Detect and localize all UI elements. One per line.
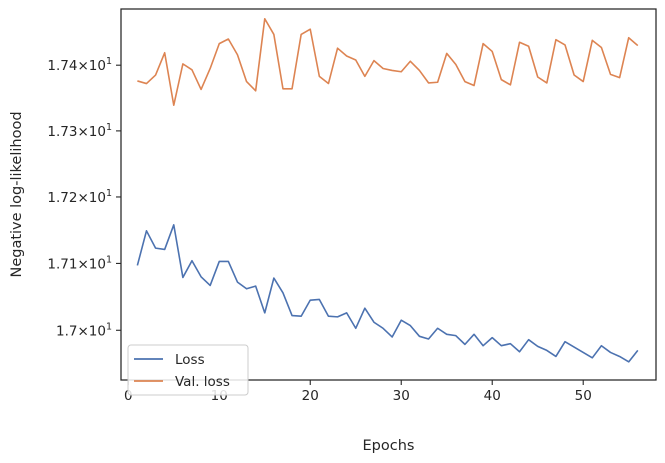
y-axis-ticks: 1.7×101 1.71×101 1.72×101 1.73×101 1.74×101: [47, 56, 121, 339]
legend-entry-1: Val. loss: [175, 374, 230, 390]
y-tick-label: 1.72×101: [47, 188, 112, 206]
legend-box: [127, 344, 249, 396]
x-tick-label: 20: [302, 388, 319, 404]
series-line-1: [137, 17, 639, 107]
y-tick-label: 1.71×101: [47, 254, 112, 272]
y-tick-label: 1.7×101: [56, 321, 112, 339]
x-tick-label: 0: [124, 388, 133, 404]
y-tick-label: 1.74×101: [47, 56, 112, 74]
y-tick-label: 1.73×101: [47, 122, 112, 140]
series-lines: [136, 17, 639, 363]
legend: Loss Val. loss: [127, 344, 249, 396]
legend-entry-0: Loss: [175, 352, 205, 368]
x-tick-label: 50: [575, 388, 592, 404]
x-tick-label: 40: [484, 388, 501, 404]
plot-frame: [120, 8, 657, 381]
y-axis-label: Negative log-likelihood: [9, 111, 25, 277]
x-axis-label: Epochs: [363, 438, 415, 454]
x-tick-label: 30: [393, 388, 410, 404]
x-axis-ticks: 0 10 20 30 40 50: [124, 380, 592, 404]
series-line-0: [136, 224, 639, 363]
